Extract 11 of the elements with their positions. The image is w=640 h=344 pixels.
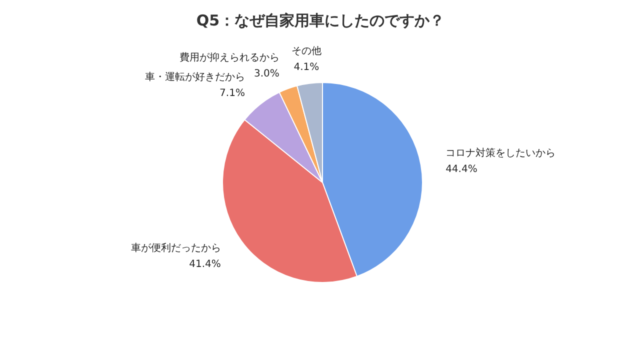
data-label: 7.1% [220, 88, 245, 99]
slice-label: 費用が抑えられるから [179, 52, 280, 64]
slice-label: 車が便利だったから [130, 242, 221, 254]
chart-title: Q5：なぜ自家用車にしたのですか？ [196, 12, 445, 30]
data-label: 3.0% [254, 68, 280, 80]
data-label: 4.1% [294, 62, 320, 74]
slice-label: 車・運転が好きだから [144, 70, 245, 83]
data-label: 44.4% [446, 164, 478, 176]
slice-label: その他 [291, 45, 322, 58]
data-label: 41.4% [189, 258, 221, 270]
slice-label: コロナ対策をしたいから [446, 147, 556, 160]
